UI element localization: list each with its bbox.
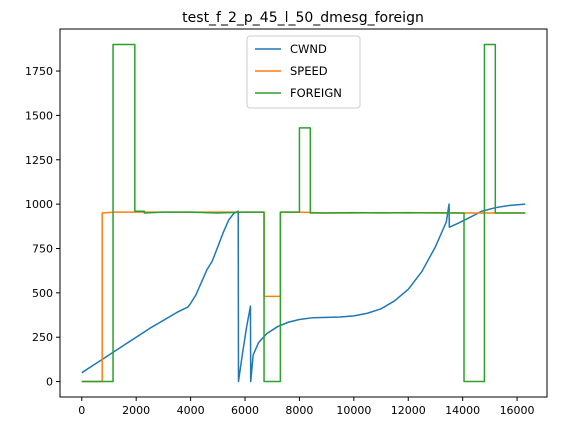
x-tick-label: 12000 xyxy=(391,404,426,417)
legend-label-foreign: FOREIGN xyxy=(290,86,342,100)
y-tick-label: 1500 xyxy=(25,109,53,122)
y-tick-label: 750 xyxy=(32,242,53,255)
series-layer xyxy=(81,43,526,383)
y-tick-label: 0 xyxy=(46,376,53,389)
x-tick-label: 2000 xyxy=(122,404,150,417)
x-axis: 0 2000 4000 6000 8000 10000 12000 14000 16000 xyxy=(78,397,535,417)
plot-frame xyxy=(59,28,548,398)
chart-title: test_f_2_p_45_l_50_dmesg_foreign xyxy=(182,10,424,26)
legend-label-speed: SPEED xyxy=(290,64,328,78)
series-line-cwnd xyxy=(81,203,526,383)
x-tick-label: 4000 xyxy=(177,404,205,417)
x-tick-label: 10000 xyxy=(336,404,371,417)
series-line-foreign xyxy=(81,43,526,383)
y-tick-label: 1000 xyxy=(25,198,53,211)
y-tick-label: 1750 xyxy=(25,65,53,78)
y-tick-label: 250 xyxy=(32,331,53,344)
legend-box xyxy=(246,35,361,109)
series-line-speed xyxy=(81,211,526,383)
x-tick-label: 16000 xyxy=(500,404,535,417)
x-tick-label: 14000 xyxy=(445,404,480,417)
legend: CWND SPEED FOREIGN xyxy=(246,35,361,109)
y-tick-label: 1250 xyxy=(25,154,53,167)
x-tick-label: 6000 xyxy=(231,404,259,417)
x-tick-label: 0 xyxy=(78,404,85,417)
legend-label-cwnd: CWND xyxy=(290,42,327,56)
x-tick-label: 8000 xyxy=(285,404,313,417)
y-axis: 0 250 500 750 1000 1250 1500 1750 xyxy=(25,65,60,389)
y-tick-label: 500 xyxy=(32,287,53,300)
